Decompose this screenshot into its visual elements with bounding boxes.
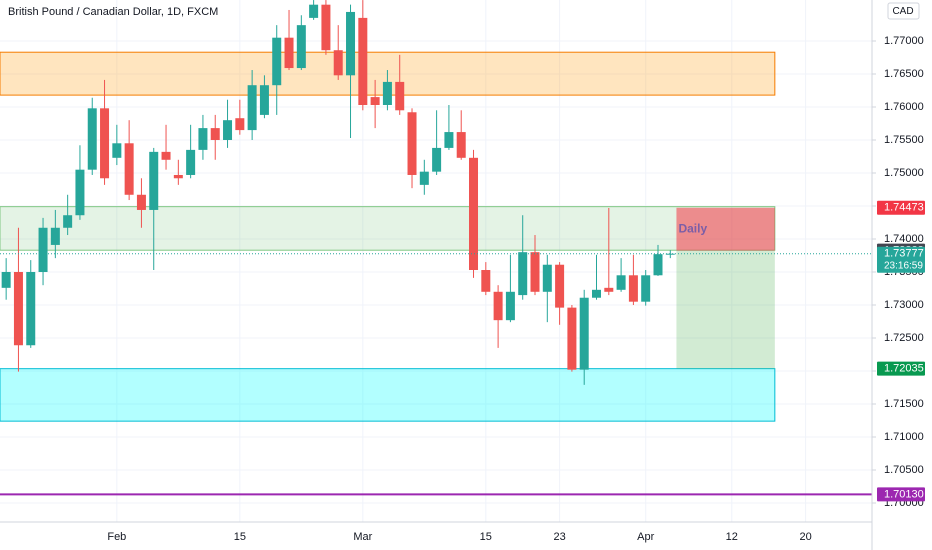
candle-body <box>419 171 429 185</box>
candle-body <box>407 112 417 175</box>
candle-body <box>542 264 552 292</box>
candle-body <box>259 85 269 115</box>
y-tick-label: 1.71000 <box>884 431 924 443</box>
candle-body <box>223 120 233 140</box>
y-tick-label: 1.74000 <box>884 233 924 245</box>
candle-body <box>481 270 491 292</box>
candle-body <box>567 307 577 370</box>
candle-body <box>63 215 73 228</box>
candle-body <box>530 252 540 292</box>
zone <box>0 368 776 422</box>
price-label-box <box>877 487 925 502</box>
candle-body <box>395 81 405 111</box>
candle-body <box>38 227 48 272</box>
chart-title: British Pound / Canadian Dollar, 1D, FXC… <box>8 6 218 18</box>
x-tick-label: 23 <box>553 531 565 543</box>
y-tick-label: 1.75000 <box>884 167 924 179</box>
price-label: 1.70130 <box>884 488 924 500</box>
position-risk <box>676 207 775 251</box>
candle-body <box>26 271 36 346</box>
candle-body <box>75 169 85 216</box>
candle-body <box>432 147 442 172</box>
candle-body <box>456 132 466 158</box>
candle-body <box>284 37 294 69</box>
currency-badge[interactable] <box>887 2 920 20</box>
candle-body <box>555 264 565 308</box>
candle-body <box>370 97 380 106</box>
candle-body <box>136 194 146 210</box>
candle-body <box>444 132 454 148</box>
candle-body <box>13 271 23 346</box>
candle-body <box>198 128 208 150</box>
y-tick-label: 1.72500 <box>884 332 924 344</box>
candle-body <box>469 157 479 271</box>
zones <box>0 51 776 422</box>
price-label: 1.73777 <box>884 248 924 260</box>
candle-body <box>272 37 282 86</box>
x-tick-label: Apr <box>637 531 654 543</box>
candle-body <box>592 289 602 298</box>
y-tick-label: 1.77000 <box>884 35 924 47</box>
candle-body <box>100 108 110 179</box>
price-label-box <box>877 361 925 376</box>
candle-body <box>518 252 528 296</box>
candle-body <box>112 143 122 158</box>
candle-body <box>186 149 196 175</box>
price-label: 1.74473 <box>884 202 924 214</box>
x-tick-label: Mar <box>353 531 372 543</box>
x-tick-label: 15 <box>480 531 492 543</box>
position-reward <box>676 250 775 369</box>
position-label: Daily <box>678 221 707 235</box>
price-label-box <box>877 246 925 273</box>
x-tick-label: 12 <box>726 531 738 543</box>
x-tick-label: Feb <box>107 531 126 543</box>
candle-body <box>579 297 589 370</box>
candle-body <box>358 17 368 106</box>
candle-body <box>641 275 651 302</box>
y-tick-label: 1.71500 <box>884 398 924 410</box>
candle-body <box>50 227 60 245</box>
x-tick-label: 15 <box>234 531 246 543</box>
candle-body <box>628 275 638 302</box>
candle-body <box>149 151 159 210</box>
candles <box>1 0 675 385</box>
candle-body <box>161 151 171 160</box>
candle-body <box>333 50 343 76</box>
candle-body <box>296 25 306 69</box>
candle-body <box>346 11 356 76</box>
countdown: 23:16:59 <box>884 260 923 271</box>
candle-body <box>665 253 675 255</box>
candle-body <box>87 108 97 170</box>
candle-body <box>321 4 331 51</box>
candle-body <box>247 85 257 131</box>
x-tick-label: 20 <box>799 531 811 543</box>
candle-body <box>604 287 614 292</box>
y-tick-label: 1.76000 <box>884 101 924 113</box>
candle-body <box>210 128 220 140</box>
candle-body <box>616 275 626 290</box>
candle-body <box>309 4 319 18</box>
price-label-box <box>877 200 925 215</box>
zone <box>0 206 776 251</box>
y-tick-label: 1.73000 <box>884 299 924 311</box>
candle-body <box>382 81 392 106</box>
candle-body <box>653 254 663 276</box>
axes: Feb 15 Mar 15 23 Apr 12 201.700001.705001.71000… <box>107 35 925 543</box>
price-label: 1.72035 <box>884 363 924 375</box>
y-tick-label: 1.70500 <box>884 464 924 476</box>
candle-body <box>173 174 183 179</box>
currency-label: CAD <box>892 6 913 17</box>
y-tick-label: 1.76500 <box>884 68 924 80</box>
candle-body <box>505 291 515 321</box>
candle-body <box>124 143 134 195</box>
overlay: Daily <box>0 221 872 496</box>
candle-body <box>235 118 245 131</box>
y-tick-label: 1.75500 <box>884 134 924 146</box>
candle-body <box>493 291 503 321</box>
candle-body <box>1 271 11 288</box>
